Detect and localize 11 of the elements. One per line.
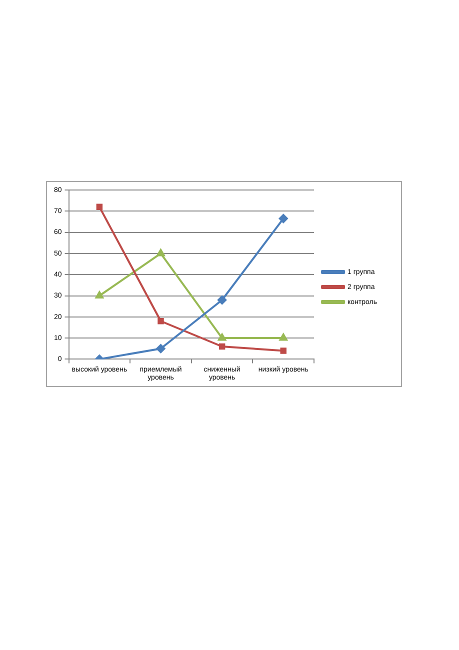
point	[280, 348, 286, 354]
point	[218, 334, 226, 341]
point	[278, 214, 288, 224]
point	[156, 248, 165, 256]
point	[96, 204, 103, 210]
point	[218, 295, 227, 304]
point	[158, 318, 164, 324]
point	[218, 343, 226, 350]
point	[156, 344, 166, 354]
point	[279, 334, 288, 341]
point	[95, 291, 104, 298]
